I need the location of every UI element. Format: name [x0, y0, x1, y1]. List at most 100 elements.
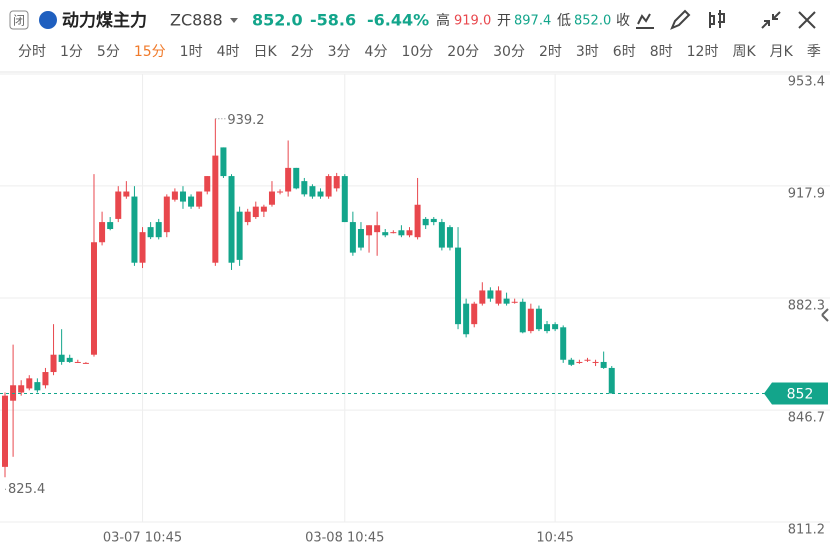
- tab[interactable]: 月K: [770, 44, 794, 60]
- candle-body: [446, 227, 453, 248]
- tab[interactable]: 1分: [60, 44, 83, 60]
- tab[interactable]: 2时: [539, 44, 562, 60]
- status: 闭: [13, 14, 25, 28]
- tabs: 分时 1分 5分 15分 1时 4时 日K 2分 3分 4分 10分 20分 30分 2时 3时 6时 8时 12…: [18, 44, 821, 60]
- instrument-code[interactable]: ZC888: [170, 11, 223, 30]
- candle-body: [123, 191, 130, 197]
- tab[interactable]: 周K: [732, 44, 756, 60]
- candle-body: [147, 227, 154, 238]
- candle-body: [82, 362, 89, 364]
- candle-body: [422, 218, 429, 226]
- candle-body: [131, 196, 138, 263]
- tab[interactable]: 10分: [401, 44, 433, 60]
- candle-body: [366, 225, 373, 236]
- candle-body: [139, 232, 146, 263]
- candle-body: [2, 395, 8, 467]
- y-tick-label: 811.2: [788, 523, 825, 538]
- low-label: 低: [557, 13, 571, 29]
- candle-body: [50, 354, 57, 373]
- tab[interactable]: 8时: [650, 44, 673, 60]
- chart: 811.2 846.7 882.3 917.9 953.4 03-07 10:45 03-0…: [0, 73, 830, 546]
- candle-body: [107, 222, 114, 230]
- x-tick-label: 10:45: [536, 531, 573, 546]
- candle-body: [163, 196, 170, 233]
- candle-body: [487, 290, 494, 299]
- candle-body: [341, 176, 348, 223]
- tab[interactable]: 3分: [328, 44, 351, 60]
- candle-body: [301, 181, 308, 195]
- tab[interactable]: 12时: [687, 44, 719, 60]
- tab[interactable]: 季: [807, 44, 821, 60]
- candle-body: [398, 230, 405, 236]
- tab[interactable]: 5分: [97, 44, 120, 60]
- high-value: 919.0: [454, 14, 491, 29]
- candle-body: [519, 301, 526, 333]
- candle-body: [228, 176, 235, 263]
- candle-body: [277, 191, 284, 193]
- status-box: [9, 10, 29, 30]
- candle-body: [544, 324, 551, 332]
- candle-body: [115, 191, 122, 219]
- tab[interactable]: 4时: [217, 44, 240, 60]
- candle-body: [430, 218, 437, 223]
- candle-body: [495, 290, 502, 304]
- y-tick-label: 846.7: [788, 411, 825, 426]
- candle-body: [171, 191, 178, 200]
- x-tick-label: 03-08 10:45: [305, 531, 384, 546]
- candle-body: [66, 357, 73, 362]
- candle-body: [26, 378, 33, 389]
- candle-body: [600, 361, 607, 368]
- candle-body: [592, 361, 599, 363]
- side-arrow[interactable]: [821, 314, 829, 322]
- candle-body: [503, 298, 510, 304]
- change-pct: -6.44%: [367, 11, 429, 30]
- tab[interactable]: 4分: [365, 44, 388, 60]
- candle-body: [382, 232, 389, 236]
- change: -58.6: [310, 11, 356, 30]
- candle-body: [90, 242, 97, 355]
- collapse-icon[interactable]: [761, 11, 781, 29]
- candle-body: [479, 290, 486, 304]
- tab[interactable]: 30分: [493, 44, 525, 60]
- tab[interactable]: 1时: [180, 44, 203, 60]
- candle-body: [568, 359, 575, 365]
- candle-body: [535, 308, 542, 330]
- candle-body: [374, 225, 381, 233]
- tab[interactable]: 20分: [447, 44, 479, 60]
- candle-body: [463, 303, 470, 335]
- open-value: 897.4: [514, 14, 551, 29]
- price-tag-label: 852: [787, 386, 814, 402]
- tab[interactable]: 6时: [613, 44, 636, 60]
- candle-body: [309, 186, 316, 197]
- min-label: 825.4: [8, 482, 45, 497]
- candle-body: [584, 359, 591, 361]
- price-tag: [764, 382, 828, 405]
- candle-body: [406, 230, 413, 236]
- candle-icon[interactable]: [709, 10, 725, 28]
- candle-body: [390, 232, 397, 234]
- side-arrow[interactable]: [821, 308, 829, 316]
- tab[interactable]: 2分: [291, 44, 314, 60]
- indicator-icon[interactable]: [636, 13, 654, 29]
- candle-body: [179, 191, 186, 202]
- candle-body: [99, 222, 106, 243]
- tab[interactable]: 3时: [576, 44, 599, 60]
- candle-body: [325, 176, 332, 197]
- dropdown-arrow[interactable]: [230, 18, 238, 23]
- candle-body: [188, 196, 195, 207]
- tab[interactable]: 分时: [18, 44, 46, 60]
- draw-icon[interactable]: [670, 9, 691, 30]
- candle-body: [42, 372, 49, 386]
- y-tick-label: 882.3: [788, 299, 825, 314]
- candle-body: [357, 229, 364, 248]
- candle-body: [293, 167, 300, 189]
- tab[interactable]: 15分: [134, 44, 166, 60]
- close-icon[interactable]: [798, 11, 816, 29]
- candle-body: [236, 211, 243, 260]
- max-label: 939.2: [227, 113, 264, 128]
- candle-body: [285, 167, 292, 192]
- candle-body: [560, 327, 567, 360]
- tab[interactable]: 日K: [254, 44, 278, 60]
- candle-body: [212, 155, 219, 263]
- candle-body: [511, 301, 518, 303]
